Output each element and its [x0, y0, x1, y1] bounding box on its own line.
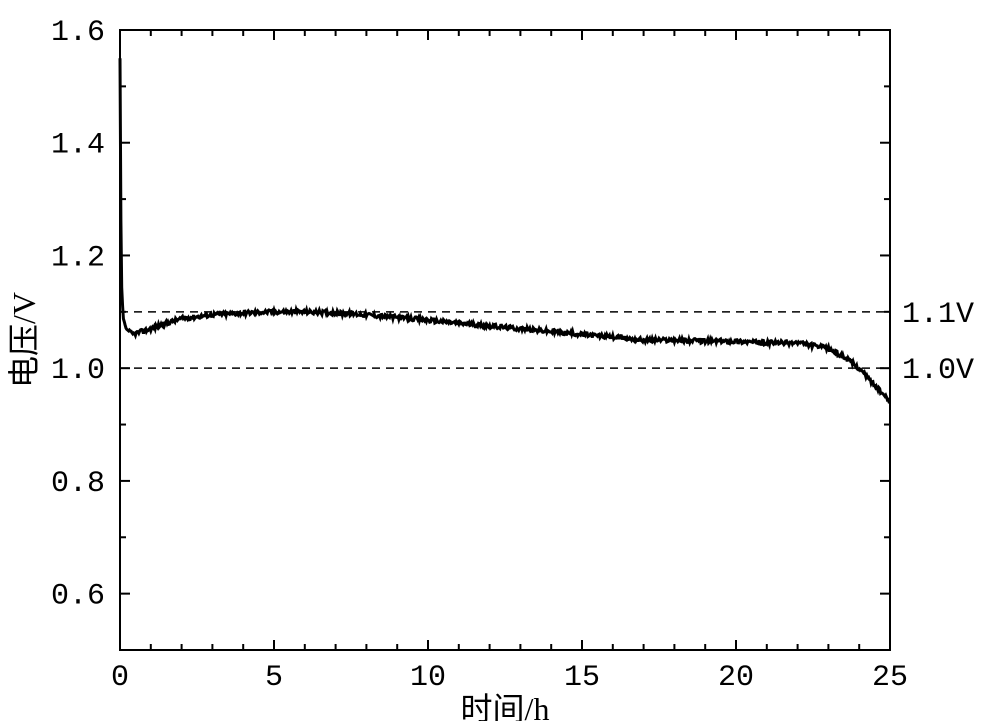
svg-text:1.0: 1.0 [51, 354, 105, 388]
svg-text:1.6: 1.6 [51, 16, 105, 50]
svg-text:1.2: 1.2 [51, 241, 105, 275]
voltage-time-chart: 0 5 10 15 20 25 0.6 0.8 1.0 1.2 1.4 1.6 时间/h 电压/V 1.1V… [0, 0, 1000, 721]
svg-text:20: 20 [718, 661, 754, 695]
svg-text:时间/h: 时间/h [461, 691, 550, 721]
svg-text:电压/V: 电压/V [6, 292, 42, 388]
svg-text:1.0V: 1.0V [902, 354, 974, 388]
svg-text:0.6: 0.6 [51, 580, 105, 614]
svg-text:0.8: 0.8 [51, 467, 105, 501]
svg-text:1.1V: 1.1V [902, 298, 974, 332]
svg-text:15: 15 [564, 661, 600, 695]
svg-text:0: 0 [111, 661, 129, 695]
svg-text:10: 10 [410, 661, 446, 695]
svg-text:1.4: 1.4 [51, 129, 105, 163]
svg-text:25: 25 [872, 661, 908, 695]
svg-text:5: 5 [265, 661, 283, 695]
chart-svg: 0 5 10 15 20 25 0.6 0.8 1.0 1.2 1.4 1.6 时间/h 电压/V 1.1V… [0, 0, 1000, 721]
